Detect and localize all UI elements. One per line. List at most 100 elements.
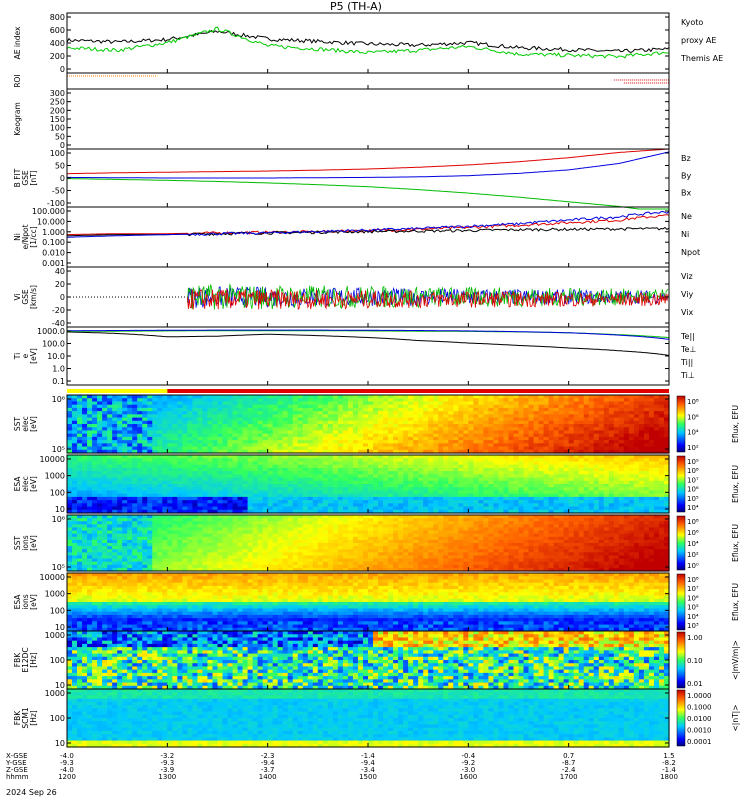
- legend-entry: Npot: [681, 248, 700, 257]
- ytick-label: 50: [55, 162, 65, 171]
- spectrogram-cell: [77, 533, 83, 538]
- spectrogram-cell: [533, 480, 540, 485]
- spectrogram-cell: [157, 407, 163, 412]
- spectrogram-cell: [157, 420, 163, 425]
- spectrogram-cell: [327, 467, 334, 472]
- spectrogram-cell: [388, 464, 394, 469]
- spectrogram-cell: [593, 401, 600, 406]
- spectrogram-cell: [513, 398, 520, 403]
- spectrogram-cell: [102, 558, 108, 563]
- spectrogram-cell: [583, 424, 590, 428]
- spectrogram-cell: [127, 558, 133, 563]
- spectrogram-cell: [408, 411, 414, 415]
- spectrogram-cell: [72, 424, 78, 428]
- spectrogram-cell: [227, 407, 234, 412]
- spectrogram-cell: [192, 449, 199, 454]
- spectrogram-cell: [92, 527, 98, 532]
- spectrogram-cell: [413, 464, 419, 469]
- spectrogram-cell: [618, 407, 625, 412]
- spectrogram-cell: [378, 449, 384, 454]
- spectrogram-cell: [438, 430, 444, 435]
- spectrogram-cell: [663, 487, 670, 492]
- spectrogram-cell: [653, 455, 660, 459]
- spectrogram-cell: [458, 484, 464, 488]
- spectrogram-cell: [117, 427, 123, 432]
- spectrogram-cell: [142, 487, 148, 492]
- spectrogram-cell: [438, 480, 444, 485]
- spectrogram-cell: [67, 539, 73, 544]
- spectrogram-cell: [142, 518, 148, 522]
- spectrogram-cell: [222, 509, 229, 514]
- spectrogram-cell: [433, 427, 439, 432]
- spectrogram-cell: [533, 509, 540, 514]
- spectrogram-cell: [493, 500, 500, 504]
- spectrogram-cell: [653, 411, 660, 415]
- legend-entry: Ti⊥: [680, 371, 695, 380]
- spectrogram-cell: [403, 395, 409, 399]
- spectrogram-cell: [533, 455, 540, 459]
- spectrogram-cell: [307, 500, 314, 504]
- spectrogram-cell: [548, 424, 555, 428]
- ytick-label: 0.001: [42, 259, 65, 268]
- spectrogram-cell: [413, 487, 419, 492]
- spectrogram-cell: [302, 458, 309, 463]
- spectrogram-cell: [408, 414, 414, 419]
- spectrogram-cell: [553, 477, 560, 482]
- spectrogram-cell: [112, 455, 118, 459]
- spectrogram-cell: [197, 477, 204, 482]
- spectrogram-cell: [342, 458, 349, 463]
- spectrogram-cell: [508, 500, 515, 504]
- spectrogram-cell: [373, 464, 379, 469]
- colorbar-tick: 10⁶: [687, 486, 699, 494]
- spectrogram-cell: [117, 407, 123, 412]
- spectrogram-cell: [498, 464, 505, 469]
- spectrogram-cell: [157, 524, 163, 529]
- spectrogram-cell: [167, 558, 173, 563]
- spectrogram-cell: [312, 414, 319, 419]
- spectrogram-cell: [322, 430, 329, 435]
- spectrogram-cell: [428, 477, 434, 482]
- spectrogram-cell: [67, 567, 73, 572]
- spectrogram-cell: [342, 455, 349, 459]
- spectrogram-cell: [272, 436, 279, 441]
- spectrogram-cell: [162, 414, 168, 419]
- spectrogram-cell: [573, 509, 580, 514]
- spectrogram-cell: [413, 398, 419, 403]
- spectrogram-cell: [368, 496, 374, 501]
- spectrogram-cell: [403, 487, 409, 492]
- spectrogram-cell: [538, 411, 545, 415]
- spectrogram-cell: [448, 443, 454, 448]
- spectrogram-cell: [67, 546, 73, 550]
- spectrogram-cell: [147, 515, 153, 519]
- spectrogram-cell: [362, 455, 369, 459]
- spectrogram-cell: [217, 424, 224, 428]
- spectrogram-cell: [583, 458, 590, 463]
- spectrogram-cell: [398, 474, 404, 479]
- spectrogram-cell: [152, 539, 158, 544]
- spectrogram-cell: [347, 420, 354, 425]
- spectrogram-cell: [538, 487, 545, 492]
- spectrogram-cell: [167, 539, 173, 544]
- ylabel-text: [km/s]: [29, 285, 38, 309]
- spectrogram-cell: [443, 480, 449, 485]
- spectrogram-cell: [493, 484, 500, 488]
- spectrogram-cell: [413, 458, 419, 463]
- spectrogram-cell: [137, 458, 143, 463]
- spectrogram-cell: [658, 490, 665, 495]
- spectrogram-cell: [302, 477, 309, 482]
- spectrogram-cell: [488, 446, 495, 451]
- spectrogram-cell: [523, 467, 530, 472]
- spectrogram-cell: [383, 427, 389, 432]
- spectrogram-cell: [413, 424, 419, 428]
- spectrogram-cell: [573, 467, 580, 472]
- spectrogram-cell: [583, 417, 590, 422]
- spectrogram-cell: [242, 446, 249, 451]
- spectrogram-cell: [262, 458, 269, 463]
- spectrogram-cell: [202, 411, 209, 415]
- spectrogram-cell: [122, 509, 128, 514]
- spectrogram-cell: [638, 404, 645, 409]
- spectrogram-cell: [127, 564, 133, 569]
- spectrogram-cell: [488, 490, 495, 495]
- spectrogram-cell: [578, 487, 585, 492]
- spectrogram-cell: [578, 458, 585, 463]
